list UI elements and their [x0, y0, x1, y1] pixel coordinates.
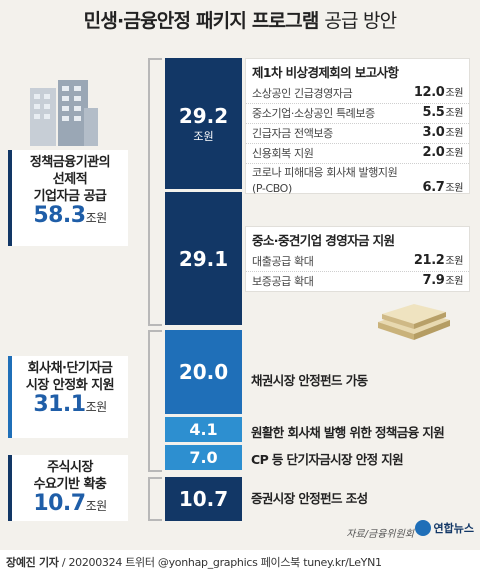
label-cp-market-support: CP 등 단기자금시장 안정 지원 — [251, 451, 404, 467]
row-value: 21.2 — [413, 253, 445, 268]
footer-credit: 장예진 기자 / 20200324 트위터 @yonhap_graphics 페… — [0, 550, 480, 572]
footer-author: 장예진 기자 — [6, 556, 59, 569]
bar-value-label: 29.1 — [178, 246, 229, 271]
title-sub: 공급 방안 — [324, 10, 397, 32]
row-label: 보증공급 확대 — [252, 275, 314, 288]
bar-segment: 7.0 — [165, 445, 242, 470]
row-unit: 조원 — [445, 148, 463, 159]
bar-value-label: 29.2 — [178, 103, 229, 128]
row-value: 3.0 — [422, 125, 445, 140]
title-main: 민생·금융안정 패키지 프로그램 — [83, 10, 320, 32]
label-stock-stabilization-fund: 증권시장 안정펀드 조성 — [251, 490, 368, 506]
yonhap-logo: 연합뉴스 — [414, 520, 474, 536]
bar-value-label: 7.0 — [189, 448, 218, 467]
row-unit: 조원 — [445, 256, 463, 267]
row-value: 12.0 — [413, 85, 445, 100]
group3-total: 10.7 — [33, 491, 86, 516]
row-unit: 조원 — [445, 88, 463, 99]
bar-value-label: 20.0 — [178, 360, 229, 384]
row-unit: 조원 — [445, 128, 463, 139]
money-stack-icon — [378, 304, 450, 340]
group3-unit: 조원 — [85, 499, 108, 513]
row-label: 소상공인 긴급경영자금 — [252, 87, 353, 100]
row-label: 코로나 피해대응 회사채 발행지원(P-CBO) — [252, 166, 398, 195]
row-label: 긴급자금 전액보증 — [252, 127, 333, 140]
panel-sme-funding: 중소·중견기업 경영자금 지원 대출공급 확대 21.2조원 보증공급 확대 7.9… — [245, 226, 470, 292]
group2-total: 31.1 — [33, 392, 86, 417]
group1-label-line1: 정책금융기관의 — [29, 155, 111, 170]
panel2-title: 중소·중견기업 경영자금 지원 — [252, 233, 395, 248]
panel1-row: 소상공인 긴급경영자금 12.0조원 — [246, 84, 469, 104]
row-value: 5.5 — [422, 105, 445, 120]
bar-segment: 4.1 — [165, 417, 242, 442]
group2-label-line2: 시장 안정화 지원 — [25, 378, 115, 393]
group2-label-line1: 회사채·단기자금 — [27, 361, 113, 376]
source-note: 자료/금융위원회 — [346, 529, 414, 540]
panel1-row: 신용회복 지원 2.0조원 — [246, 144, 469, 164]
panel2-row: 보증공급 확대 7.9조원 — [246, 272, 469, 291]
row-value: 2.0 — [422, 145, 445, 160]
group-box-stock-market: 주식시장 수요기반 확충 10.7조원 — [8, 455, 128, 521]
row-value: 6.7 — [422, 180, 445, 195]
panel1-row: 긴급자금 전액보증 3.0조원 — [246, 124, 469, 144]
group3-label-line1: 주식시장 — [47, 460, 93, 475]
row-unit: 조원 — [445, 108, 463, 119]
bar-segment: 29.2 조원 — [165, 58, 242, 189]
group1-total: 58.3 — [33, 203, 86, 228]
row-value: 7.9 — [422, 273, 445, 288]
group1-unit: 조원 — [85, 211, 108, 225]
panel1-title: 제1차 비상경제회의 보고사항 — [252, 65, 399, 80]
logo-text: 연합뉴스 — [433, 522, 474, 535]
group2-unit: 조원 — [85, 400, 108, 414]
panel1-row: 코로나 피해대응 회사채 발행지원(P-CBO) 6.7조원 — [246, 164, 469, 198]
row-label: 대출공급 확대 — [252, 255, 314, 268]
row-unit: 조원 — [445, 183, 463, 194]
group1-label-line2: 선제적 — [52, 172, 88, 187]
bar-segment: 20.0 — [165, 330, 242, 414]
label-corporate-bond-support: 원활한 회사채 발행 위한 정책금융 지원 — [251, 424, 445, 440]
group3-label-line2: 수요기반 확충 — [33, 477, 107, 492]
row-label: 중소기업·소상공인 특례보증 — [252, 107, 375, 120]
bar-unit-label: 조원 — [193, 129, 214, 143]
panel1-row: 중소기업·소상공인 특례보증 5.5조원 — [246, 104, 469, 124]
group-box-bond-market: 회사채·단기자금 시장 안정화 지원 31.1조원 — [8, 356, 128, 438]
bar-value-label: 4.1 — [189, 420, 218, 439]
panel-first-emergency-meeting: 제1차 비상경제회의 보고사항 소상공인 긴급경영자금 12.0조원 중소기업·소… — [245, 58, 470, 195]
footer-rest: / 20200324 트위터 @yonhap_graphics 페이스북 tun… — [58, 556, 382, 569]
bar-segment: 29.1 — [165, 192, 242, 325]
bar-segment: 10.7 — [165, 477, 242, 521]
row-unit: 조원 — [445, 276, 463, 287]
row-label: 신용회복 지원 — [252, 147, 314, 160]
group1-label-line3: 기업자금 공급 — [33, 189, 107, 204]
group1-bracket — [148, 58, 162, 326]
group-box-corporate-funding: 정책금융기관의 선제적 기업자금 공급 58.3조원 — [8, 150, 128, 246]
panel1-rows: 소상공인 긴급경영자금 12.0조원 중소기업·소상공인 특례보증 5.5조원 긴급… — [246, 84, 469, 198]
page-title: 민생·금융안정 패키지 프로그램 공급 방안 — [0, 6, 480, 33]
group3-bracket — [148, 477, 162, 521]
logo-mark-icon — [414, 520, 431, 536]
group2-bracket — [148, 330, 162, 472]
panel2-row: 대출공급 확대 21.2조원 — [246, 252, 469, 272]
bar-value-label: 10.7 — [178, 487, 229, 511]
label-bond-stabilization-fund: 채권시장 안정펀드 가동 — [251, 372, 368, 388]
building-icon — [30, 80, 98, 146]
